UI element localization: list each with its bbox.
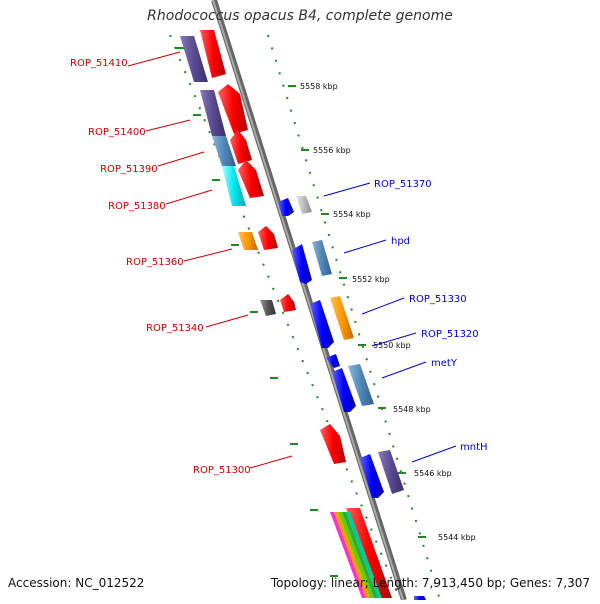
gene-cluster-bottom-multicolor [330, 512, 382, 598]
genome-summary-text: Topology: linear; Length: 7,913,450 bp; … [270, 576, 590, 590]
gene-label-right[interactable]: ROP_51370 [374, 179, 432, 190]
gene-label-left[interactable]: ROP_51380 [108, 201, 166, 212]
gene-mnth[interactable] [360, 454, 384, 498]
gene-label-right[interactable]: ROP_51330 [409, 294, 467, 305]
gene-rop-51390[interactable] [212, 136, 236, 166]
gene-rop-51300[interactable] [320, 424, 346, 464]
gene-mety[interactable] [332, 368, 356, 412]
gene-rop-51360[interactable] [238, 232, 258, 250]
gene-rop-51340[interactable] [260, 300, 276, 316]
gene-label-left[interactable]: ROP_51400 [88, 127, 146, 138]
gene-mnth-partner[interactable] [378, 450, 404, 494]
left-strand-genes [180, 30, 392, 598]
right-labels: ROP_51370 hpd ROP_51330 ROP_51320 metY m… [323, 179, 488, 463]
gene-mety-partner[interactable] [348, 364, 374, 406]
gene-rop-51380-partner[interactable] [238, 160, 264, 198]
gene-rop-51370[interactable] [278, 198, 294, 216]
gene-hpd-partner[interactable] [312, 240, 332, 276]
gene-hpd[interactable] [292, 244, 312, 284]
gene-cluster-bottom-red[interactable] [346, 508, 392, 598]
gene-rop-51400[interactable] [200, 90, 226, 136]
gene-label-left[interactable]: ROP_51410 [70, 58, 128, 69]
genome-title: Rhodococcus opacus B4, complete genome [147, 8, 453, 24]
gene-rop-51340-partner[interactable] [280, 294, 296, 312]
gene-label-left[interactable]: ROP_51390 [100, 164, 158, 175]
gene-rop-51410-partner[interactable] [200, 30, 226, 78]
gene-rop-51320[interactable] [326, 354, 340, 368]
tick-label: 5548 kbp [393, 405, 431, 414]
right-strand-genes [278, 196, 426, 600]
gene-label-left[interactable]: ROP_51360 [126, 257, 184, 268]
tick-label: 5556 kbp [313, 146, 351, 155]
accession-text: Accession: NC_012522 [8, 576, 145, 590]
gene-bottom-right-blue[interactable] [414, 596, 426, 600]
gene-rop-51400-partner[interactable] [218, 84, 248, 134]
gene-label-right[interactable]: hpd [391, 236, 410, 247]
left-strand-guide [169, 34, 401, 601]
gene-rop-51390-partner[interactable] [230, 130, 252, 164]
gene-rop-51370-partner[interactable] [296, 196, 312, 214]
gene-label-right[interactable]: ROP_51320 [421, 329, 479, 340]
chromosome-backbone-highlight [212, 0, 404, 601]
tick-label: 5558 kbp [300, 82, 338, 91]
gene-label-left[interactable]: ROP_51340 [146, 323, 204, 334]
gene-rop-51330-partner[interactable] [330, 296, 354, 340]
tick-label: 5546 kbp [414, 469, 452, 478]
scale-ticks: 5558 kbp 5556 kbp 5554 kbp 5552 kbp 5550… [288, 82, 476, 542]
left-guide-dashes [176, 47, 338, 577]
gene-rop-51410[interactable] [180, 36, 208, 82]
gene-rop-51380[interactable] [222, 166, 246, 206]
tick-label: 5544 kbp [438, 533, 476, 542]
tick-label: 5552 kbp [352, 275, 390, 284]
left-labels: ROP_51410 ROP_51400 ROP_51390 ROP_51380 … [70, 51, 293, 476]
gene-rop-51360-partner[interactable] [258, 226, 278, 250]
tick-label: 5550 kbp [373, 341, 411, 350]
gene-label-right[interactable]: metY [431, 358, 458, 369]
gene-label-left[interactable]: ROP_51300 [193, 465, 251, 476]
gene-rop-51330[interactable] [310, 300, 334, 348]
gene-label-right[interactable]: mntH [460, 442, 488, 453]
tick-label: 5554 kbp [333, 210, 371, 219]
